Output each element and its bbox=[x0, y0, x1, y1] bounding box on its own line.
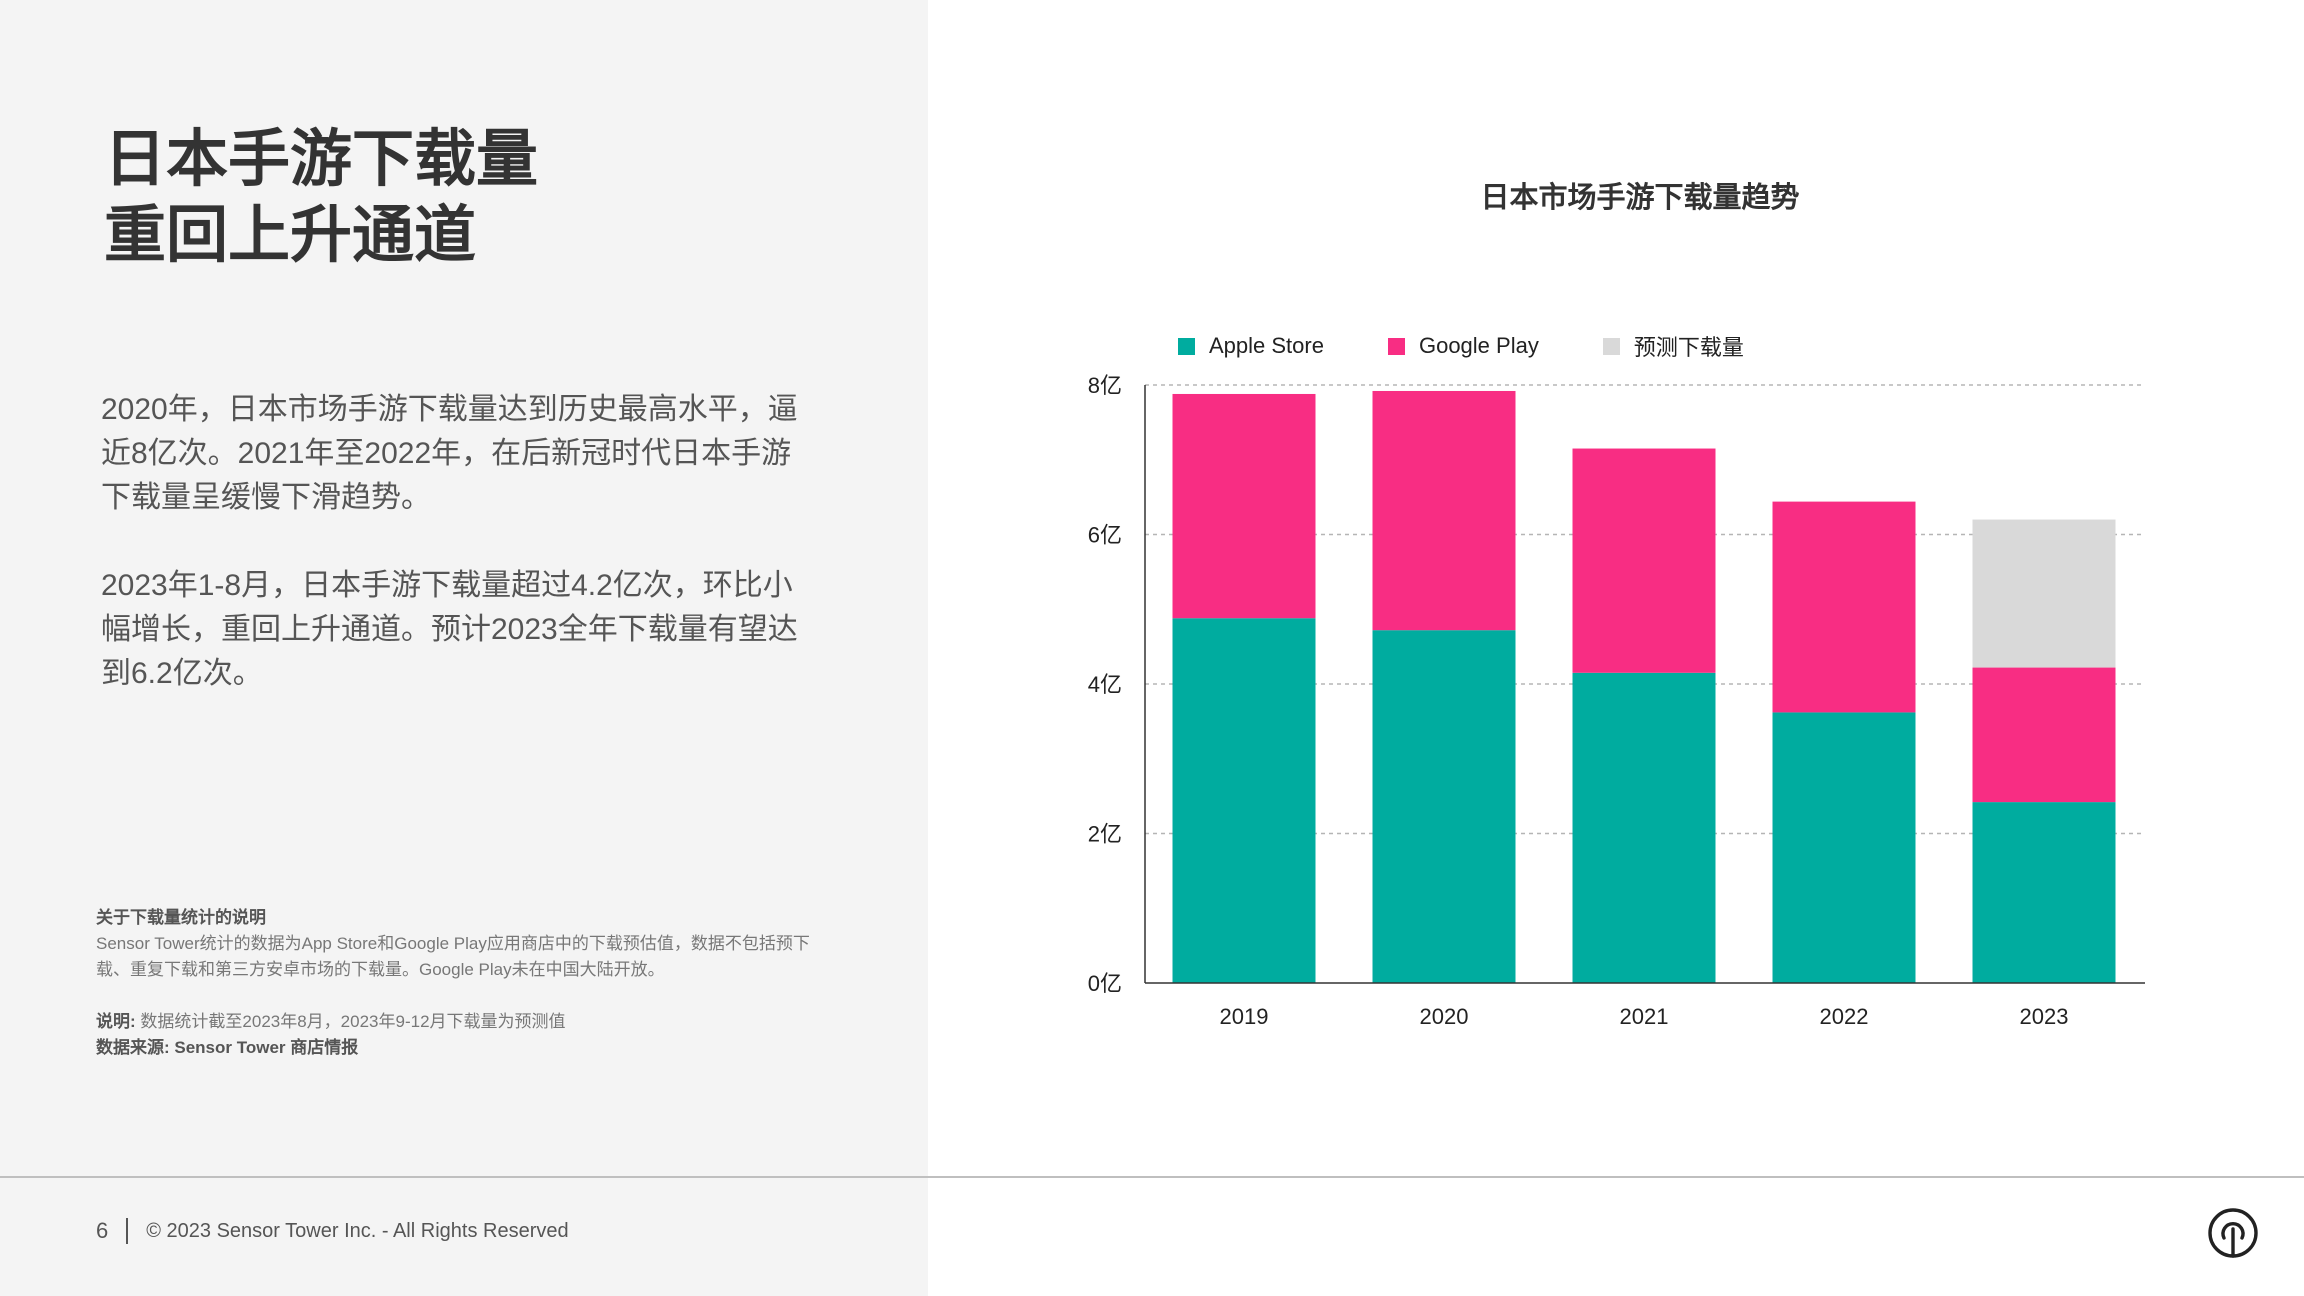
bar-apple-2021 bbox=[1572, 672, 1716, 983]
legend-label-apple: Apple Store bbox=[1209, 333, 1324, 358]
notes-body: Sensor Tower统计的数据为App Store和Google Play应… bbox=[96, 934, 810, 979]
legend-label-google: Google Play bbox=[1418, 333, 1539, 358]
x-tick-label: 2019 bbox=[1220, 1004, 1269, 1029]
bar-apple-2022 bbox=[1772, 712, 1916, 983]
y-tick-label: 6亿 bbox=[1088, 523, 1122, 548]
notes: 关于下载量统计的说明 Sensor Tower统计的数据为App Store和G… bbox=[96, 905, 836, 1061]
bar-apple-2019 bbox=[1172, 618, 1316, 983]
chart-legend: Apple Store Google Play 预测下载量 bbox=[1178, 330, 1808, 362]
x-tick-label: 2023 bbox=[2020, 1004, 2069, 1029]
bar-google-2022 bbox=[1772, 501, 1916, 713]
bar-apple-2023 bbox=[1972, 802, 2116, 983]
chart-title: 日本市场手游下载量趋势 bbox=[1480, 182, 1800, 214]
sensor-tower-logo-icon bbox=[2208, 1208, 2258, 1258]
notes-explain-text: 数据统计截至2023年8月，2023年9-12月下载量为预测值 bbox=[140, 1012, 566, 1031]
paragraph-1: 2020年，日本市场手游下载量达到历史最高水平，逼近8亿次。2021年至2022… bbox=[101, 393, 798, 514]
left-panel bbox=[0, 0, 928, 1296]
footer: 6 © 2023 Sensor Tower Inc. - All Rights … bbox=[96, 1218, 569, 1244]
bar-google-2020 bbox=[1372, 390, 1516, 631]
x-tick-label: 2021 bbox=[1620, 1004, 1669, 1029]
legend-item-apple: Apple Store bbox=[1178, 333, 1324, 359]
bar-google-2023 bbox=[1972, 667, 2116, 803]
legend-swatch-apple bbox=[1178, 337, 1195, 355]
page-number: 6 bbox=[96, 1218, 109, 1243]
legend-item-forecast: 预测下载量 bbox=[1602, 330, 1744, 362]
copyright: © 2023 Sensor Tower Inc. - All Rights Re… bbox=[146, 1219, 569, 1242]
notes-source: 数据来源: Sensor Tower 商店情报 bbox=[96, 1038, 359, 1057]
title-line-2: 重回上升通道 bbox=[104, 201, 477, 270]
bar-forecast-2023 bbox=[1972, 519, 2116, 668]
legend-item-google: Google Play bbox=[1387, 333, 1539, 359]
y-tick-label: 0亿 bbox=[1088, 971, 1122, 996]
legend-label-forecast: 预测下载量 bbox=[1633, 335, 1744, 360]
bar-google-2019 bbox=[1172, 393, 1316, 619]
paragraph-2: 2023年1-8月，日本手游下载量超过4.2亿次，环比小幅增长，重回上升通道。预… bbox=[101, 569, 798, 690]
legend-swatch-google bbox=[1387, 337, 1405, 355]
x-tick-label: 2022 bbox=[1820, 1004, 1869, 1029]
notes-explain: 说明: 数据统计截至2023年8月，2023年9-12月下载量为预测值 bbox=[96, 1009, 836, 1035]
legend-swatch-forecast bbox=[1602, 337, 1620, 355]
y-tick-label: 2亿 bbox=[1088, 822, 1122, 847]
notes-explain-label: 说明: bbox=[96, 1012, 136, 1031]
footer-separator bbox=[126, 1218, 129, 1244]
x-tick-label: 2020 bbox=[1420, 1004, 1469, 1029]
title-line-1: 日本手游下载量 bbox=[104, 125, 539, 194]
page-title: 日本手游下载量 重回上升通道 bbox=[104, 122, 538, 274]
footer-divider bbox=[0, 1176, 2304, 1178]
bar-google-2021 bbox=[1572, 448, 1716, 673]
y-tick-label: 8亿 bbox=[1088, 373, 1122, 398]
notes-heading: 关于下载量统计的说明 bbox=[96, 908, 266, 927]
y-tick-label: 4亿 bbox=[1088, 672, 1122, 697]
bar-apple-2020 bbox=[1372, 630, 1516, 983]
